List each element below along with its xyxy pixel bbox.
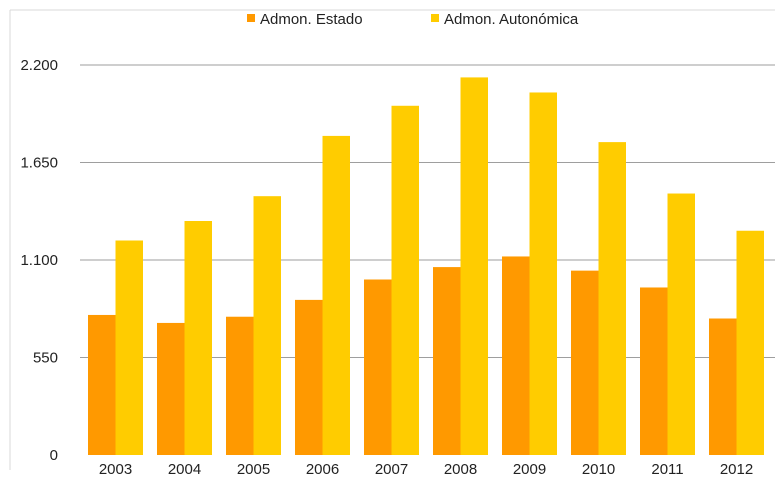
- bar-autonomica-2005: [253, 196, 281, 455]
- y-tick-label: 550: [33, 350, 58, 367]
- bar-autonomica-2012: [736, 230, 764, 455]
- bar-autonomica-2011: [667, 193, 695, 456]
- x-tick-label: 2009: [513, 461, 546, 478]
- x-tick-label: 2003: [99, 461, 132, 478]
- bar-estado-2007: [364, 279, 392, 455]
- y-axis-labels: 0 550 1.100 1.650 2.200: [20, 57, 58, 464]
- legend-swatch-autonomica: [431, 14, 439, 22]
- x-tick-label: 2004: [168, 461, 201, 478]
- bar-estado-2008: [433, 267, 461, 455]
- bar-estado-2012: [709, 318, 737, 455]
- bar-estado-2003: [88, 314, 116, 455]
- bar-autonomica-2004: [184, 221, 212, 455]
- legend-label-estado: Admon. Estado: [260, 11, 363, 28]
- bar-estado-2010: [571, 270, 599, 455]
- bar-autonomica-2008: [460, 77, 488, 455]
- y-tick-label: 1.100: [20, 252, 58, 269]
- y-tick-label: 2.200: [20, 57, 58, 74]
- y-tick-label: 0: [50, 447, 58, 464]
- bar-estado-2004: [157, 322, 185, 455]
- x-tick-label: 2008: [444, 461, 477, 478]
- bar-autonomica-2006: [322, 135, 350, 455]
- x-tick-label: 2010: [582, 461, 615, 478]
- x-tick-label: 2011: [651, 461, 683, 478]
- bar-autonomica-2003: [115, 240, 143, 455]
- y-tick-label: 1.650: [20, 155, 58, 172]
- bar-estado-2005: [226, 316, 254, 455]
- bar-autonomica-2009: [529, 92, 557, 456]
- x-axis-labels: 2003 2004 2005 2006 2007 2008 2009 2010 2011 2012: [99, 461, 753, 478]
- bar-autonomica-2010: [598, 142, 626, 455]
- bars: [88, 77, 764, 456]
- legend-swatch-estado: [247, 14, 255, 22]
- legend-label-autonomica: Admon. Autonómica: [444, 11, 579, 28]
- bar-estado-2009: [502, 256, 530, 455]
- bar-estado-2011: [640, 287, 668, 455]
- legend: Admon. Estado Admon. Autonómica: [247, 11, 579, 28]
- x-tick-label: 2012: [720, 461, 753, 478]
- x-tick-label: 2007: [375, 461, 408, 478]
- x-tick-label: 2006: [306, 461, 339, 478]
- bar-estado-2006: [295, 299, 323, 455]
- x-tick-label: 2005: [237, 461, 270, 478]
- bar-autonomica-2007: [391, 105, 419, 455]
